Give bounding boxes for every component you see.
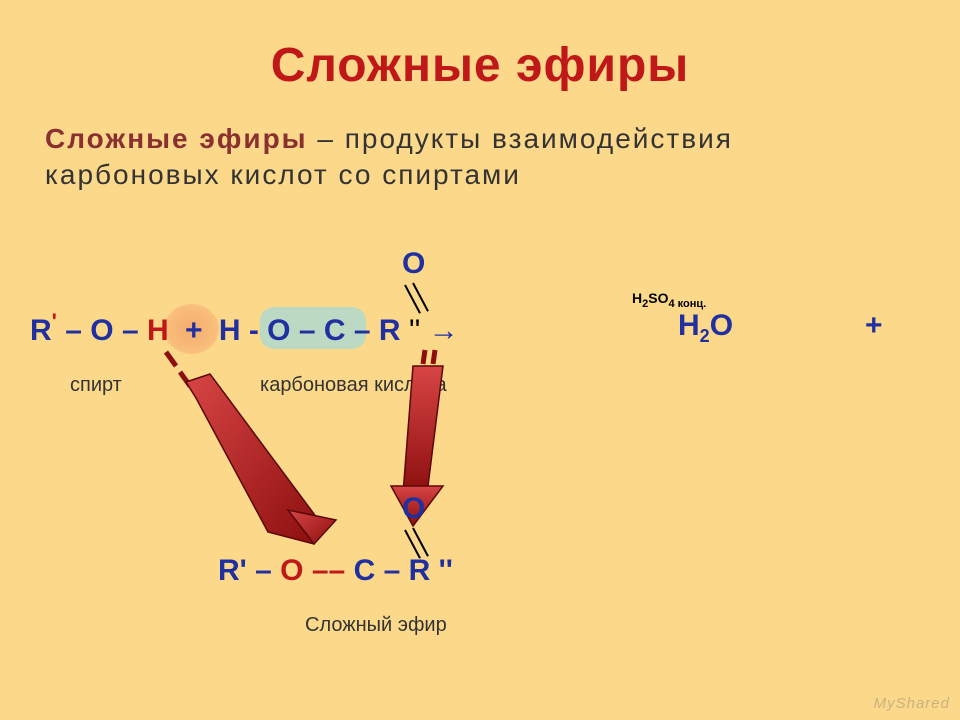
prod-r1: R' xyxy=(218,554,247,587)
h-alcohol: H xyxy=(147,314,169,347)
dash4: – xyxy=(346,314,379,347)
reaction-diagram: O R' – O – H + H - O – C – R '' → H2SO4 … xyxy=(0,194,960,664)
r2-acid: R xyxy=(379,314,401,347)
plus2: + xyxy=(865,309,883,343)
ho-acid: H - O xyxy=(219,314,291,347)
c-acid: C xyxy=(324,314,346,347)
ester-label: Сложный эфир xyxy=(305,614,447,637)
product-carbonyl-o: O xyxy=(402,492,425,526)
product-line: R' – O –– C – R '' xyxy=(218,554,453,588)
reaction-line-1: R' – O – H + H - O – C – R '' → xyxy=(30,309,459,348)
r2-dprime: '' xyxy=(401,314,421,347)
reaction-arrow: → xyxy=(420,314,458,347)
dash1: – xyxy=(57,314,90,347)
prod-o: O xyxy=(280,554,303,587)
dash2: – xyxy=(114,314,147,347)
catalyst-label: H2SO4 конц. xyxy=(632,290,706,310)
prod-dash2: –– xyxy=(304,554,354,587)
alcohol-label: спирт xyxy=(70,374,122,397)
prod-c: C xyxy=(354,554,376,587)
h2o-sub: 2 xyxy=(700,326,710,346)
cat-sub2: 4 конц. xyxy=(668,298,706,310)
prod-dash1: – xyxy=(247,554,280,587)
h2o-h: H xyxy=(678,309,700,342)
h2o-o: O xyxy=(710,309,733,342)
plus1: + xyxy=(177,314,211,347)
reactant-carbonyl-o: O xyxy=(402,247,425,281)
dash3: – xyxy=(291,314,324,347)
prod-r2: R '' xyxy=(409,554,453,587)
page-title: Сложные эфиры xyxy=(0,0,960,93)
o-alcohol: O xyxy=(90,314,113,347)
definition-text: Сложные эфиры – продукты взаимодействия … xyxy=(0,93,960,194)
watermark: MyShared xyxy=(874,695,950,712)
cat-h: H xyxy=(632,290,642,306)
prod-dash3: – xyxy=(375,554,408,587)
cat-so: SO xyxy=(648,290,668,306)
definition-strong: Сложные эфиры xyxy=(45,123,308,154)
water-product: H2O xyxy=(678,309,733,347)
r1: R xyxy=(30,314,52,347)
mechanism-arrow-left xyxy=(138,344,338,554)
